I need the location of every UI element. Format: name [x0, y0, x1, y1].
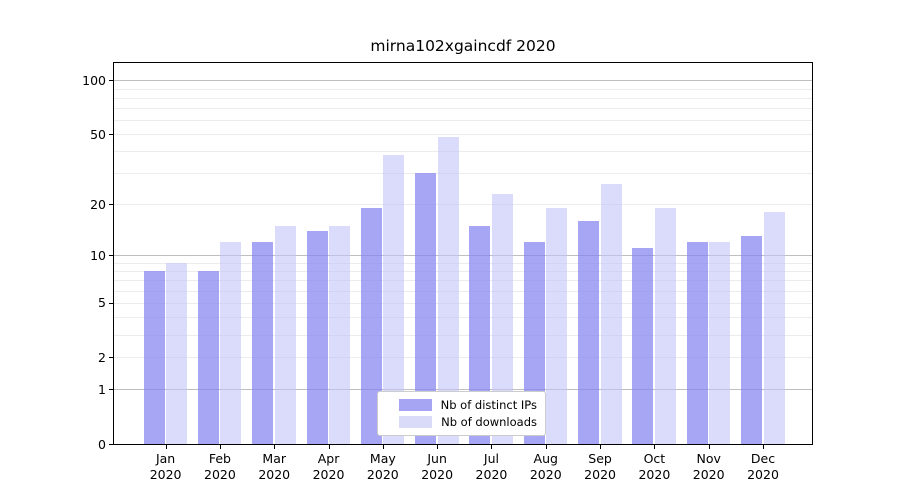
y-axis-tick: [109, 255, 113, 257]
legend-label-downloads: Nb of downloads: [441, 415, 537, 429]
bar-distinct-ips-7: [469, 225, 491, 444]
x-axis-tick: [491, 445, 493, 449]
minor-gridline: [114, 151, 812, 153]
y-axis-tick: [109, 357, 113, 359]
x-axis-tick-label: Apr 2020: [312, 451, 345, 482]
y-axis-tick-label: 1: [98, 381, 106, 397]
x-axis-tick: [763, 445, 764, 449]
bar-distinct-ips-5: [360, 208, 382, 444]
x-axis-tick: [708, 445, 710, 449]
x-axis-tick: [654, 445, 656, 449]
chart-title: mirna102xgaincdf 2020: [370, 37, 556, 55]
x-axis-tick-label: Oct 2020: [638, 451, 671, 482]
y-axis-tick: [109, 204, 113, 206]
bar-downloads-1: [166, 262, 188, 444]
major-gridline: [114, 255, 812, 257]
bar-downloads-10: [654, 208, 676, 444]
bar-distinct-ips-9: [578, 220, 600, 444]
bar-downloads-4: [329, 225, 351, 444]
major-gridline: [114, 389, 812, 391]
minor-gridline: [114, 134, 812, 136]
minor-gridline: [114, 173, 812, 175]
x-axis-tick: [600, 445, 602, 449]
legend-item-distinct-ips: Nb of distinct IPs: [386, 398, 537, 412]
minor-gridline: [114, 120, 812, 122]
x-axis-tick-label: Feb 2020: [204, 451, 236, 482]
minor-gridline: [114, 108, 812, 110]
legend-swatch-distinct-ips-icon: [398, 399, 432, 411]
bar-downloads-2: [220, 241, 242, 444]
y-axis-tick: [109, 444, 113, 445]
y-axis-tick: [109, 302, 113, 304]
bar-distinct-ips-2: [197, 270, 219, 444]
x-axis-tick-label: Nov 2020: [692, 451, 725, 482]
y-axis-tick-label: 50: [90, 126, 106, 142]
bar-downloads-9: [600, 184, 622, 444]
minor-gridline: [114, 302, 812, 304]
x-axis-tick: [437, 445, 439, 449]
bar-distinct-ips-12: [741, 236, 762, 444]
x-axis-tick-label: May 2020: [366, 451, 399, 482]
y-axis-tick-label: 0: [98, 436, 106, 452]
bar-distinct-ips-11: [686, 241, 708, 444]
x-axis-tick: [165, 445, 167, 449]
bar-downloads-3: [274, 225, 296, 444]
minor-gridline: [114, 88, 812, 90]
y-axis-tick-label: 2: [98, 349, 106, 365]
legend-swatch-downloads-icon: [399, 416, 433, 428]
y-axis-tick-label: 20: [90, 196, 106, 212]
minor-gridline: [114, 334, 812, 336]
bar-downloads-7: [491, 193, 513, 444]
bar-distinct-ips-6: [415, 173, 437, 444]
minor-gridline: [114, 290, 812, 292]
bar-distinct-ips-1: [143, 270, 165, 444]
x-axis-tick-label: Sep 2020: [584, 451, 616, 482]
minor-gridline: [114, 97, 812, 99]
x-axis-tick-label: Jan 2020: [149, 451, 182, 482]
y-axis-tick-label: 5: [98, 295, 106, 311]
legend-item-downloads: Nb of downloads: [386, 415, 537, 429]
bar-distinct-ips-4: [306, 230, 328, 444]
x-axis-tick: [328, 445, 330, 449]
x-axis-tick-label: Mar 2020: [258, 451, 291, 482]
minor-gridline: [114, 204, 812, 206]
bar-downloads-5: [383, 155, 405, 444]
x-axis-tick-label: Dec 2020: [747, 451, 779, 482]
y-axis-tick-label: 10: [90, 247, 106, 263]
minor-gridline: [114, 317, 812, 319]
y-axis-tick: [109, 80, 113, 82]
bar-downloads-12: [763, 212, 785, 444]
bar-downloads-8: [546, 208, 568, 444]
x-axis-tick: [382, 445, 384, 449]
x-axis-tick-label: Aug 2020: [529, 451, 562, 482]
x-axis-tick: [274, 445, 276, 449]
bar-distinct-ips-3: [252, 241, 274, 444]
x-axis-tick: [545, 445, 547, 449]
legend-label-distinct-ips: Nb of distinct IPs: [440, 398, 537, 412]
bar-downloads-6: [437, 137, 459, 444]
bar-distinct-ips-10: [632, 248, 654, 444]
legend: Nb of distinct IPs Nb of downloads: [377, 391, 546, 436]
plot-area: [113, 62, 813, 445]
minor-gridline: [114, 270, 812, 272]
minor-gridline: [114, 280, 812, 282]
x-axis-tick: [219, 445, 221, 449]
y-axis-tick: [109, 134, 113, 136]
y-axis-tick-label: 100: [82, 72, 106, 88]
minor-gridline: [114, 357, 812, 359]
x-axis-tick-label: Jun 2020: [421, 451, 454, 482]
minor-gridline: [114, 262, 812, 264]
y-axis-tick: [109, 389, 113, 391]
major-gridline: [114, 80, 812, 82]
bar-downloads-11: [709, 241, 731, 444]
x-axis-tick-label: Jul 2020: [475, 451, 508, 482]
